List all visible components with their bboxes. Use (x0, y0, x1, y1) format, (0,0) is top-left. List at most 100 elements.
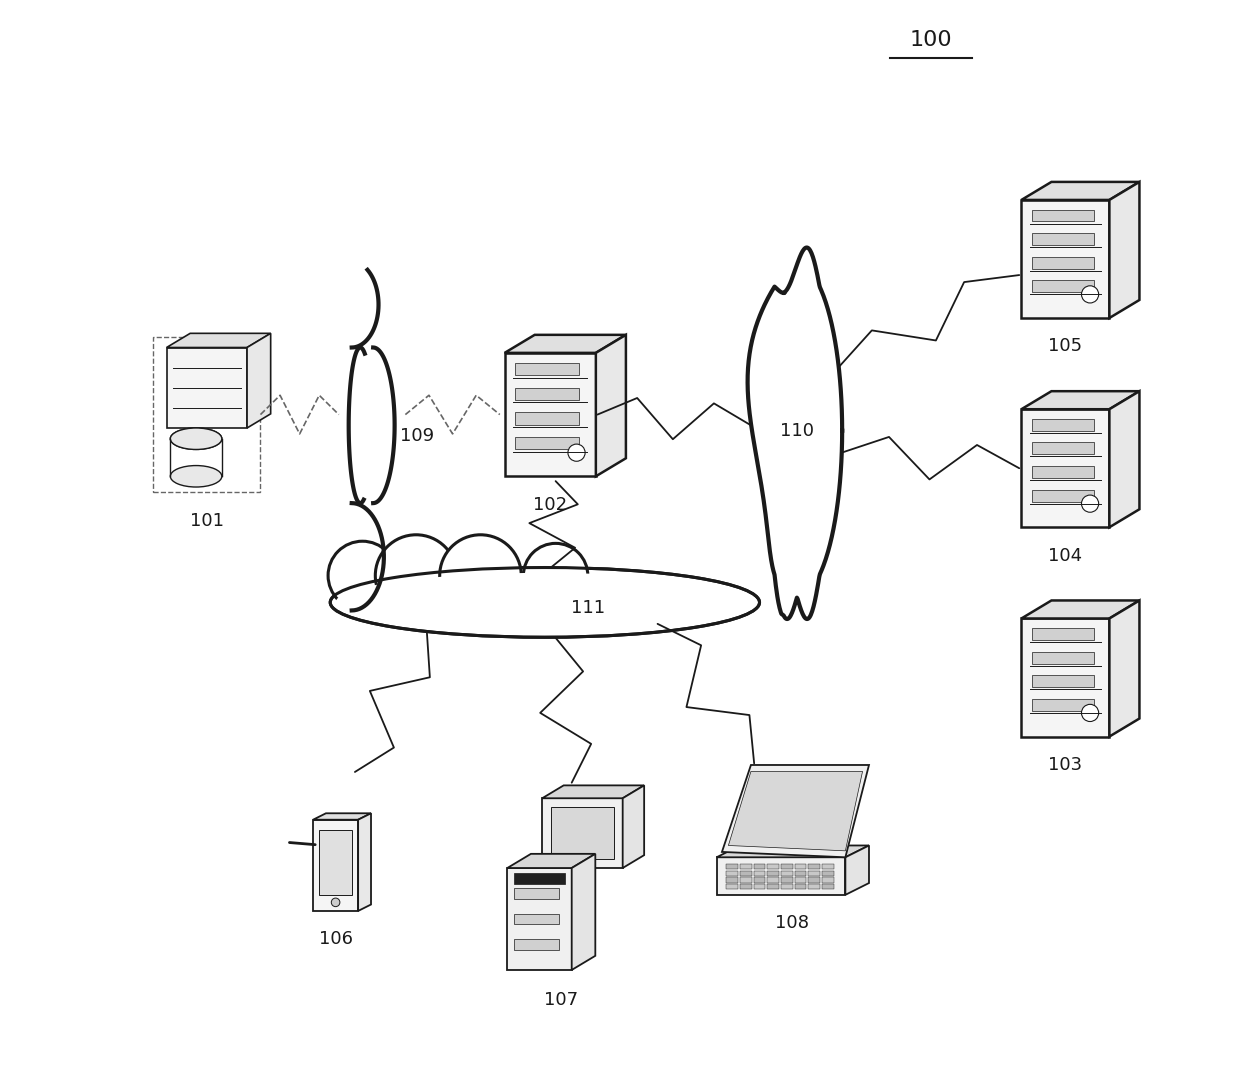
Polygon shape (166, 348, 247, 428)
Bar (754, 870, 765, 876)
Bar (808, 877, 820, 882)
Polygon shape (622, 785, 644, 868)
Bar (513, 874, 565, 884)
Polygon shape (572, 854, 595, 969)
Bar (795, 870, 806, 876)
Bar (768, 864, 779, 869)
Polygon shape (507, 868, 572, 969)
Polygon shape (312, 820, 358, 911)
Bar (795, 877, 806, 882)
Bar (740, 870, 751, 876)
Bar (740, 864, 751, 869)
Text: 110: 110 (780, 422, 815, 440)
Bar (516, 363, 579, 376)
Bar (1032, 233, 1094, 245)
Polygon shape (1022, 619, 1110, 737)
Bar (768, 870, 779, 876)
Bar (1032, 257, 1094, 269)
Bar (754, 877, 765, 882)
Polygon shape (728, 771, 863, 851)
Bar (822, 870, 833, 876)
Polygon shape (247, 334, 270, 428)
Bar (822, 877, 833, 882)
Bar (781, 877, 792, 882)
Polygon shape (542, 785, 644, 798)
Text: 108: 108 (775, 915, 808, 932)
Bar (1032, 628, 1094, 640)
Polygon shape (1022, 392, 1140, 409)
Circle shape (1081, 705, 1099, 722)
Polygon shape (748, 247, 842, 619)
Bar (808, 884, 820, 890)
Bar (727, 877, 738, 882)
Text: 104: 104 (1048, 547, 1083, 565)
Bar (781, 884, 792, 890)
Bar (154, 337, 260, 493)
Text: 106: 106 (319, 931, 352, 948)
Polygon shape (507, 854, 595, 868)
Polygon shape (505, 353, 596, 477)
Polygon shape (542, 798, 622, 868)
Polygon shape (358, 813, 371, 911)
Circle shape (329, 541, 397, 610)
Bar (320, 831, 352, 895)
Bar (1032, 281, 1094, 293)
Bar (781, 864, 792, 869)
Bar (727, 884, 738, 890)
Circle shape (568, 444, 585, 462)
Polygon shape (717, 846, 869, 858)
Bar (754, 884, 765, 890)
Circle shape (440, 535, 521, 617)
Polygon shape (1110, 600, 1140, 737)
Circle shape (1081, 286, 1099, 303)
Circle shape (1081, 495, 1099, 512)
Text: 105: 105 (1048, 337, 1083, 355)
Text: 101: 101 (190, 512, 223, 529)
Bar (516, 437, 579, 450)
Circle shape (376, 535, 456, 617)
Polygon shape (1022, 600, 1140, 619)
Bar (1032, 652, 1094, 664)
Polygon shape (1022, 409, 1110, 527)
Text: 100: 100 (910, 30, 952, 49)
Bar (1032, 210, 1094, 222)
Bar (754, 864, 765, 869)
Text: 102: 102 (533, 496, 568, 513)
Text: 111: 111 (570, 598, 605, 617)
Bar (808, 870, 820, 876)
Polygon shape (717, 858, 846, 895)
Bar (551, 807, 614, 860)
Polygon shape (1022, 200, 1110, 318)
Ellipse shape (330, 567, 760, 637)
Bar (516, 412, 579, 425)
Bar (1032, 442, 1094, 454)
Bar (1032, 419, 1094, 430)
Bar (768, 884, 779, 890)
Bar (1032, 699, 1094, 711)
Bar (822, 884, 833, 890)
Ellipse shape (170, 428, 222, 450)
Bar (740, 884, 751, 890)
Ellipse shape (336, 572, 754, 632)
Polygon shape (846, 846, 869, 895)
Polygon shape (722, 765, 869, 858)
Polygon shape (1110, 392, 1140, 527)
Bar (808, 864, 820, 869)
Bar (516, 387, 579, 400)
Bar (727, 870, 738, 876)
Polygon shape (505, 335, 626, 353)
Polygon shape (166, 334, 270, 348)
Circle shape (523, 543, 588, 608)
Ellipse shape (170, 466, 222, 487)
Bar (513, 939, 559, 950)
Text: 103: 103 (1048, 755, 1083, 774)
Bar (768, 877, 779, 882)
Text: 109: 109 (401, 427, 434, 445)
Polygon shape (596, 335, 626, 477)
Bar (740, 877, 751, 882)
Bar (1032, 490, 1094, 501)
Polygon shape (1022, 182, 1140, 200)
Bar (795, 864, 806, 869)
Bar (727, 864, 738, 869)
Polygon shape (312, 813, 371, 820)
